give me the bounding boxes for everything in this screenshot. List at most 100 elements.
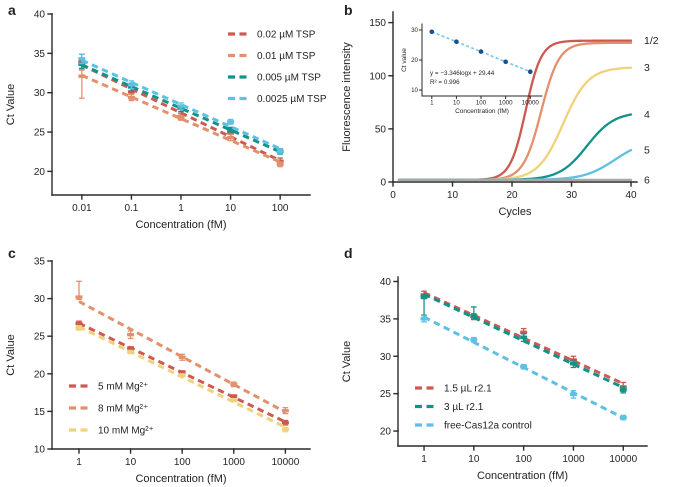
data-point xyxy=(619,415,627,420)
x-tick-label: 20 xyxy=(506,190,518,201)
curve-end-label: 1/2 xyxy=(644,35,659,47)
data-point xyxy=(420,295,428,299)
data-point xyxy=(127,95,135,100)
y-tick-label: 25 xyxy=(34,332,46,343)
legend-item: 8 mM Mg²⁺ xyxy=(69,404,148,415)
inset-equation: y = −3.346logx + 29.44 xyxy=(430,70,495,77)
data-point xyxy=(230,394,238,399)
axis-labels: 10 15 20 25 30 35 1 10 100 1000 10000 Concentration… xyxy=(5,257,300,486)
legend-item: 1.5 µL r2.1 xyxy=(415,384,492,395)
data-point xyxy=(281,427,289,432)
legend-label: 0.02 µM TSP xyxy=(257,30,316,41)
inset-y-axis-title: Ct value xyxy=(401,48,408,72)
y-tick-label: 40 xyxy=(34,10,46,21)
legend: 5 mM Mg²⁺ 8 mM Mg²⁺ 10 mM Mg²⁺ xyxy=(69,382,154,437)
data-point xyxy=(178,355,186,359)
y-tick-label: 30 xyxy=(34,294,46,305)
x-tick-label: 100 xyxy=(515,454,532,465)
y-tick-label: 20 xyxy=(34,167,46,178)
panel-c: c 10 15 20 25 30 35 1 10 100 1000 10000 Concentrati… xyxy=(0,243,336,487)
inset-r-squared: R² = 0.996 xyxy=(430,79,460,86)
inset-data-point xyxy=(478,49,484,54)
panel-label-d: d xyxy=(344,245,353,261)
trend-line xyxy=(81,63,281,154)
legend-item: 0.02 µM TSP xyxy=(228,30,316,41)
y-axis-title: Fluorescence intensity xyxy=(341,42,353,152)
legend-item: 0.0025 µM TSP xyxy=(228,94,327,105)
series-1 xyxy=(75,280,289,415)
data-point xyxy=(127,350,135,354)
panel-a: a 20 25 30 35 40 0.01 0.1 1 10 100 Concentration (… xyxy=(0,0,336,243)
inset-data-point xyxy=(429,29,435,35)
legend-label: 0.0025 µM TSP xyxy=(257,94,327,105)
y-tick-label: 25 xyxy=(34,128,46,139)
x-tick-label: 10000 xyxy=(271,457,299,468)
legend-label: 1.5 µL r2.1 xyxy=(444,384,492,395)
data-point xyxy=(230,398,238,402)
y-tick-label: 100 xyxy=(369,71,386,82)
y-tick-label: 20 xyxy=(34,369,46,380)
y-tick-label: 10 xyxy=(34,445,46,456)
legend-item: free-Cas12a control xyxy=(415,421,532,432)
x-tick-label: 100 xyxy=(174,457,191,468)
data-point xyxy=(78,74,86,78)
x-tick-label: 1000 xyxy=(562,454,585,465)
inset-x-tick-label: 1 xyxy=(430,100,434,107)
panel-label-a: a xyxy=(8,2,16,18)
x-tick-label: 10 xyxy=(468,454,480,465)
series-2 xyxy=(420,315,627,421)
data-point xyxy=(178,373,186,378)
y-tick-label: 35 xyxy=(380,314,392,325)
curve-end-label: 6 xyxy=(644,174,650,186)
data-point xyxy=(177,116,185,120)
data-point xyxy=(227,120,235,124)
legend-label: 10 mM Mg²⁺ xyxy=(98,426,154,437)
x-tick-label: 0.1 xyxy=(124,203,138,214)
y-tick-label: 25 xyxy=(380,389,392,400)
trend-line xyxy=(78,300,287,414)
axes xyxy=(47,13,311,200)
axes xyxy=(47,260,311,454)
x-tick-label: 10 xyxy=(447,190,459,201)
data-point xyxy=(281,408,289,413)
data-point xyxy=(127,83,135,87)
data-point xyxy=(227,135,235,140)
data-point xyxy=(520,335,528,340)
data-point xyxy=(75,326,83,330)
curve-end-label: 4 xyxy=(644,109,650,121)
series-2 xyxy=(75,325,289,433)
chart-a-ct-vs-concentration-tsp: 20 25 30 35 40 0.01 0.1 1 10 100 Concentration (fM… xyxy=(5,10,327,232)
y-tick-label: 15 xyxy=(34,407,46,418)
trend-line xyxy=(423,291,624,385)
data-point xyxy=(177,104,185,108)
chart-c-ct-vs-concentration-mg: 10 15 20 25 30 35 1 10 100 1000 10000 Concentration… xyxy=(5,257,311,486)
data-point xyxy=(420,317,428,321)
data-point xyxy=(276,162,284,167)
trend-line xyxy=(81,74,281,164)
inset-x-tick-label: 10 xyxy=(453,100,460,107)
inset-y-tick-label: 10 xyxy=(411,87,418,94)
legend-label: 8 mM Mg²⁺ xyxy=(98,404,148,415)
x-axis-title: Concentration (fM) xyxy=(477,470,568,482)
x-tick-label: 0 xyxy=(390,190,396,201)
y-tick-label: 40 xyxy=(380,277,392,288)
legend-item: 5 mM Mg²⁺ xyxy=(69,382,148,393)
legend-label: 0.005 µM TSP xyxy=(257,73,321,84)
legend-item: 0.005 µM TSP xyxy=(228,73,321,84)
x-axis-title: Concentration (fM) xyxy=(135,219,226,231)
data-point xyxy=(127,346,135,350)
data-point xyxy=(470,314,478,318)
x-axis-title: Concentration (fM) xyxy=(135,473,226,485)
chart-d-ct-vs-concentration-r21: 20 25 30 35 40 1 10 100 1000 10000 Concentration (… xyxy=(341,276,648,482)
x-tick-label: 30 xyxy=(566,190,578,201)
data-point xyxy=(569,392,577,397)
inset-x-tick-label: 1000 xyxy=(499,100,513,107)
x-tick-label: 10000 xyxy=(609,454,637,465)
x-tick-label: 1000 xyxy=(223,457,246,468)
y-tick-label: 30 xyxy=(380,352,392,363)
amplification-curve-1 xyxy=(397,39,633,182)
axes xyxy=(388,11,638,187)
axes xyxy=(393,276,648,451)
legend: 0.02 µM TSP 0.01 µM TSP 0.005 µM TSP 0.0025… xyxy=(228,30,327,105)
